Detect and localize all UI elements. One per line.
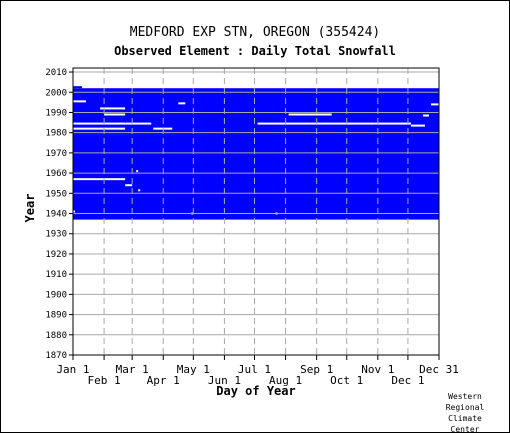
credit-line-3: Climate [448, 414, 482, 423]
y-tick-label-1940: 1940 [45, 210, 67, 220]
credit-wrcc: Western Regional Climate Center [435, 391, 495, 433]
x-tick-label-apr-1: Apr 1 [147, 374, 180, 387]
y-tick-label-1910: 1910 [45, 270, 67, 280]
plot-area [72, 67, 440, 356]
y-tick-label-2000: 2000 [45, 88, 67, 98]
y-tick-label-1920: 1920 [45, 250, 67, 260]
x-tick-label-sep-1: Sep 1 [300, 363, 333, 376]
credit-line-4: Center [450, 425, 480, 433]
x-tick-label-dec-1: Dec 1 [391, 374, 424, 387]
y-tick-label-1870: 1870 [45, 351, 67, 361]
missing-data-gap-8 [178, 102, 186, 105]
missing-data-gap-4 [73, 122, 126, 125]
x-tick-label-aug-1: Aug 1 [269, 374, 302, 387]
missing-data-gap-17 [138, 189, 141, 192]
chart-title: MEDFORD EXP STN, OREGON (355424) [129, 25, 381, 40]
missing-data-gap-14 [430, 103, 439, 106]
missing-data-gap-15 [73, 178, 126, 181]
missing-data-gap-5 [125, 122, 152, 125]
x-tick-label-feb-1: Feb 1 [88, 374, 121, 387]
y-tick-label-1960: 1960 [45, 169, 67, 179]
missing-data-gap-13 [422, 114, 429, 117]
y-tick-label-1890: 1890 [45, 311, 67, 321]
y-tick-label-1900: 1900 [45, 290, 67, 300]
missing-data-gap-7 [153, 127, 173, 130]
x-tick-label-may-1: May 1 [177, 363, 210, 376]
x-tick-label-jan-1: Jan 1 [56, 363, 89, 376]
y-tick-label-1970: 1970 [45, 149, 67, 159]
credit-line-1: Western [448, 392, 482, 401]
x-axis-label: Day of Year [216, 384, 296, 398]
data-coverage-block-1 [73, 88, 439, 220]
y-axis-label: Year [23, 193, 37, 223]
y-tick-label-2010: 2010 [45, 68, 67, 78]
x-tick-label-oct-1: Oct 1 [330, 374, 363, 387]
credit-line-2: Regional [445, 403, 485, 412]
missing-data-gap-19 [73, 210, 76, 213]
missing-data-gap-9 [257, 122, 375, 125]
y-tick-label-1930: 1930 [45, 230, 67, 240]
missing-data-gap-3 [104, 113, 126, 116]
y-tick-label-1990: 1990 [45, 108, 67, 118]
y-tick-label-1880: 1880 [45, 331, 67, 341]
missing-data-gap-18 [136, 170, 139, 173]
data-coverage-block-2 [73, 86, 83, 89]
missing-data-gap-1 [73, 100, 87, 103]
x-tick-label-nov-1: Nov 1 [361, 363, 394, 376]
x-tick-label-dec-31: Dec 31 [419, 363, 459, 376]
missing-data-gap-6 [73, 127, 126, 130]
x-tick-label-mar-1: Mar 1 [116, 363, 149, 376]
missing-data-gap-16 [125, 184, 133, 187]
y-tick-label-1980: 1980 [45, 129, 67, 139]
y-tick-label-1950: 1950 [45, 189, 67, 199]
y-axis-ticks: 1870 1880 1890 1900 1910 1920 1930 1940 1950 1960… [45, 68, 73, 361]
x-tick-label-jul-1: Jul 1 [238, 363, 271, 376]
missing-data-gap-10 [288, 113, 332, 116]
chart-subtitle: Observed Element : Daily Total Snowfall [114, 44, 396, 58]
missing-data-gap-2 [100, 107, 126, 110]
missing-data-gap-11 [374, 122, 411, 125]
x-tick-label-jun-1: Jun 1 [208, 374, 241, 387]
missing-data-gap-12 [410, 124, 425, 127]
grid-layer [73, 68, 439, 355]
